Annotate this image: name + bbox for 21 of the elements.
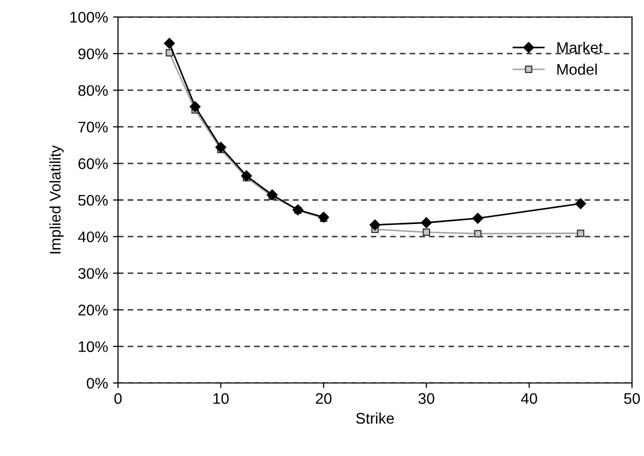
y-tick-label: 70% <box>78 122 108 132</box>
x-tick-label: 0 <box>114 393 122 404</box>
y-tick-label: 10% <box>78 341 108 352</box>
x-tick-label: 10 <box>213 393 229 404</box>
x-axis-title: Strike <box>356 412 394 424</box>
y-tick-label: 30% <box>78 268 108 279</box>
y-tick-label: 50% <box>78 194 108 206</box>
y-axis-title: Implied Volatility <box>49 145 64 254</box>
legend-label: Model <box>557 64 597 75</box>
x-tick-label: 40 <box>521 393 538 404</box>
y-tick-label: 40% <box>78 231 108 242</box>
x-tick-label: 50 <box>624 393 640 404</box>
x-tick-label: 30 <box>418 393 434 404</box>
y-tick-label: 90% <box>78 48 108 60</box>
y-tick-label: 80% <box>78 85 108 96</box>
y-tick-label: 0% <box>86 378 108 389</box>
y-tick-label: 20% <box>78 304 108 316</box>
y-tick-label: 100% <box>70 12 108 23</box>
x-tick-label: 20 <box>316 393 332 404</box>
legend-label: Market <box>557 42 603 53</box>
y-tick-label: 60% <box>78 158 108 170</box>
